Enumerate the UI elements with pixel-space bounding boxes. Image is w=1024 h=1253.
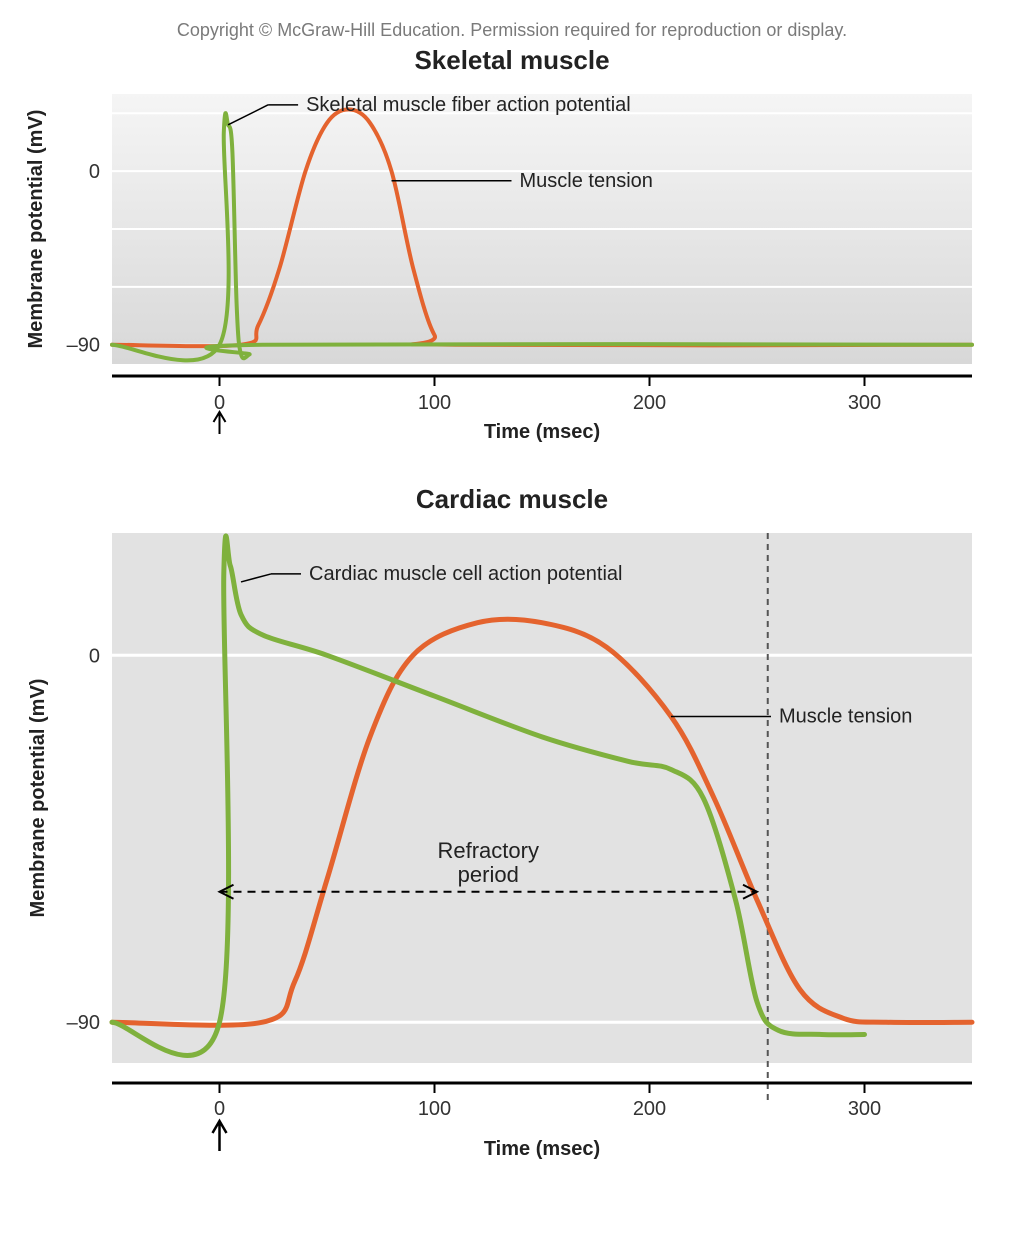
svg-text:Refractory: Refractory	[438, 838, 539, 863]
cardiac-title: Cardiac muscle	[22, 484, 1002, 515]
svg-text:Muscle tension: Muscle tension	[520, 170, 653, 192]
copyright-text: Copyright © McGraw-Hill Education. Permi…	[22, 20, 1002, 41]
svg-text:–90: –90	[67, 1012, 100, 1034]
svg-text:0: 0	[89, 645, 100, 667]
figure-container: Copyright © McGraw-Hill Education. Permi…	[22, 20, 1002, 1163]
skeletal-title: Skeletal muscle	[22, 45, 1002, 76]
svg-text:200: 200	[633, 392, 666, 414]
svg-text:Membrane potential (mV): Membrane potential (mV)	[25, 110, 47, 349]
svg-text:100: 100	[418, 392, 451, 414]
svg-text:0: 0	[89, 161, 100, 183]
cardiac-panel: Refractoryperiod 0 100 200 300 0 –90 Time (msec…	[22, 523, 1002, 1163]
skeletal-chart: 01002003000–90Time (msec)Membrane potent…	[22, 84, 1002, 444]
svg-text:Muscle tension: Muscle tension	[779, 705, 912, 727]
svg-text:300: 300	[848, 1098, 881, 1120]
svg-text:–90: –90	[67, 335, 100, 357]
svg-text:Time (msec): Time (msec)	[484, 421, 600, 443]
cardiac-chart: Refractoryperiod 0 100 200 300 0 –90 Time (msec…	[22, 523, 1002, 1163]
skeletal-panel: 01002003000–90Time (msec)Membrane potent…	[22, 84, 1002, 444]
svg-text:200: 200	[633, 1098, 666, 1120]
svg-text:Cardiac muscle cell action pot: Cardiac muscle cell action potential	[309, 563, 623, 585]
svg-text:Membrane potential (mV): Membrane potential (mV)	[27, 679, 49, 918]
svg-text:Time (msec): Time (msec)	[484, 1138, 600, 1160]
svg-text:100: 100	[418, 1098, 451, 1120]
svg-text:Skeletal muscle fiber action p: Skeletal muscle fiber action potential	[306, 94, 631, 116]
svg-text:0: 0	[214, 1098, 225, 1120]
svg-text:300: 300	[848, 392, 881, 414]
svg-text:period: period	[458, 862, 519, 887]
